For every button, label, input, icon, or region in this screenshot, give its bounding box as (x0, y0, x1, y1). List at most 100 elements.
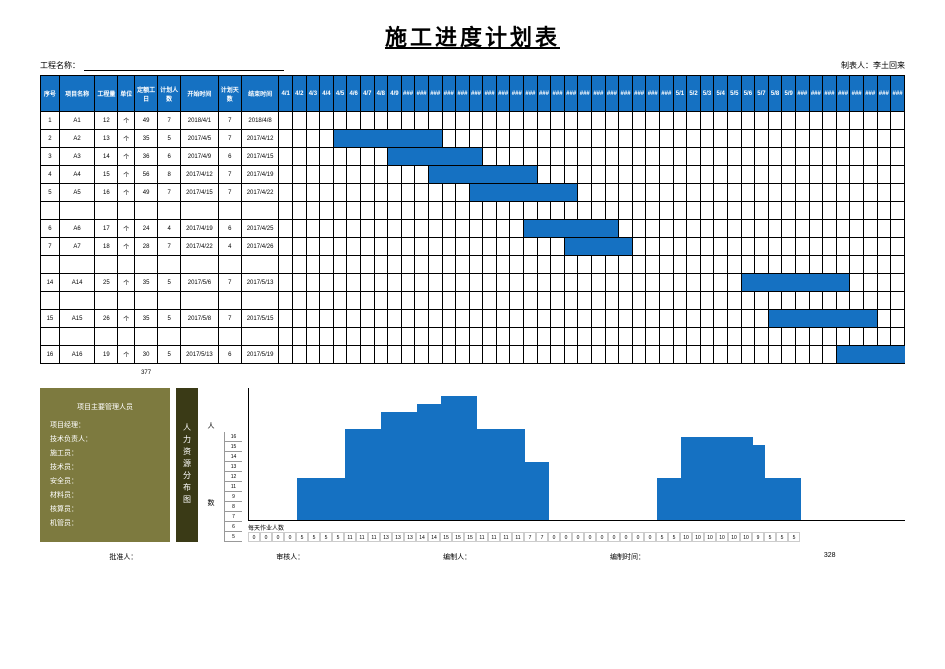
cell-people (158, 202, 181, 220)
gantt-cell (510, 202, 524, 220)
gantt-cell (292, 292, 306, 310)
gantt-cell (483, 310, 497, 328)
gantt-cell (768, 256, 782, 274)
gantt-cell (741, 238, 755, 256)
gantt-cell (619, 256, 633, 274)
gantt-cell (442, 346, 456, 364)
cell-quota (135, 202, 158, 220)
gantt-cell (428, 112, 442, 130)
gantt-cell (333, 112, 347, 130)
gantt-cell (592, 130, 606, 148)
cell-start: 2017/4/19 (181, 220, 219, 238)
cell-seq (41, 328, 60, 346)
x-tick: 0 (620, 532, 632, 542)
x-tick: 10 (692, 532, 704, 542)
gantt-cell (836, 166, 850, 184)
gantt-cell (768, 292, 782, 310)
gantt-cell (741, 256, 755, 274)
x-tick: 5 (788, 532, 800, 542)
gantt-cell (279, 202, 293, 220)
cell-qty: 14 (95, 148, 118, 166)
gantt-cell (483, 112, 497, 130)
date-header: ### (401, 76, 415, 112)
gantt-cell (673, 184, 687, 202)
gantt-cell (700, 256, 714, 274)
gantt-cell (863, 292, 877, 310)
gantt-cell (360, 238, 374, 256)
cell-start: 2017/4/12 (181, 166, 219, 184)
cell-unit: 个 (118, 238, 135, 256)
x-tick: 0 (548, 532, 560, 542)
date-header: ### (428, 76, 442, 112)
x-tick: 0 (632, 532, 644, 542)
gantt-cell (374, 220, 388, 238)
cell-seq: 5 (41, 184, 60, 202)
gantt-cell (877, 256, 891, 274)
x-tick: 11 (488, 532, 500, 542)
date-header: ### (510, 76, 524, 112)
gantt-cell (564, 238, 578, 256)
resource-bar (393, 412, 405, 519)
gantt-cell (891, 256, 905, 274)
table-row (41, 202, 905, 220)
gantt-cell (850, 220, 864, 238)
gantt-cell (619, 292, 633, 310)
gantt-cell (768, 202, 782, 220)
cell-seq: 2 (41, 130, 60, 148)
gantt-cell (782, 166, 796, 184)
table-row (41, 328, 905, 346)
gantt-cell (795, 184, 809, 202)
gantt-cell (496, 292, 510, 310)
gantt-cell (496, 328, 510, 346)
gantt-cell (673, 130, 687, 148)
gantt-cell (551, 130, 565, 148)
gantt-cell (537, 274, 551, 292)
gantt-cell (428, 148, 442, 166)
gantt-cell (782, 130, 796, 148)
gantt-cell (564, 274, 578, 292)
gantt-cell (456, 292, 470, 310)
gantt-cell (700, 310, 714, 328)
gantt-cell (401, 310, 415, 328)
gantt-cell (578, 112, 592, 130)
x-tick: 10 (740, 532, 752, 542)
x-tick: 13 (392, 532, 404, 542)
gantt-cell (823, 166, 837, 184)
gantt-cell (428, 328, 442, 346)
resource-bar (357, 429, 369, 520)
gantt-cell (360, 112, 374, 130)
cell-start (181, 328, 219, 346)
gantt-cell (442, 328, 456, 346)
gantt-cell (646, 256, 660, 274)
gantt-cell (727, 184, 741, 202)
gantt-cell (483, 220, 497, 238)
date-header: ### (442, 76, 456, 112)
date-header: 4/3 (306, 76, 320, 112)
cell-people: 7 (158, 238, 181, 256)
gantt-cell (768, 346, 782, 364)
gantt-cell (524, 238, 538, 256)
gantt-cell (660, 202, 674, 220)
gantt-cell (388, 202, 402, 220)
x-tick: 5 (656, 532, 668, 542)
cell-end: 2017/4/25 (241, 220, 279, 238)
cell-seq: 1 (41, 112, 60, 130)
resource-bar (537, 462, 549, 520)
cell-unit: 个 (118, 346, 135, 364)
gantt-cell (537, 256, 551, 274)
col-header: 定额工日 (135, 76, 158, 112)
x-tick: 10 (680, 532, 692, 542)
gantt-cell (795, 274, 809, 292)
gantt-cell (836, 202, 850, 220)
date-header: ### (483, 76, 497, 112)
gantt-cell (646, 202, 660, 220)
gantt-cell (891, 310, 905, 328)
gantt-cell (741, 274, 755, 292)
cell-people: 4 (158, 220, 181, 238)
table-row: 2A213个3552017/4/572017/4/12 (41, 130, 905, 148)
lower-section: 项目主要管理人员 项目经理：技术负责人：施工员：技术员：安全员：材料员：核算员：… (40, 388, 905, 542)
gantt-cell (755, 328, 769, 346)
gantt-cell (279, 220, 293, 238)
gantt-cell (401, 112, 415, 130)
resource-bar (705, 437, 717, 520)
